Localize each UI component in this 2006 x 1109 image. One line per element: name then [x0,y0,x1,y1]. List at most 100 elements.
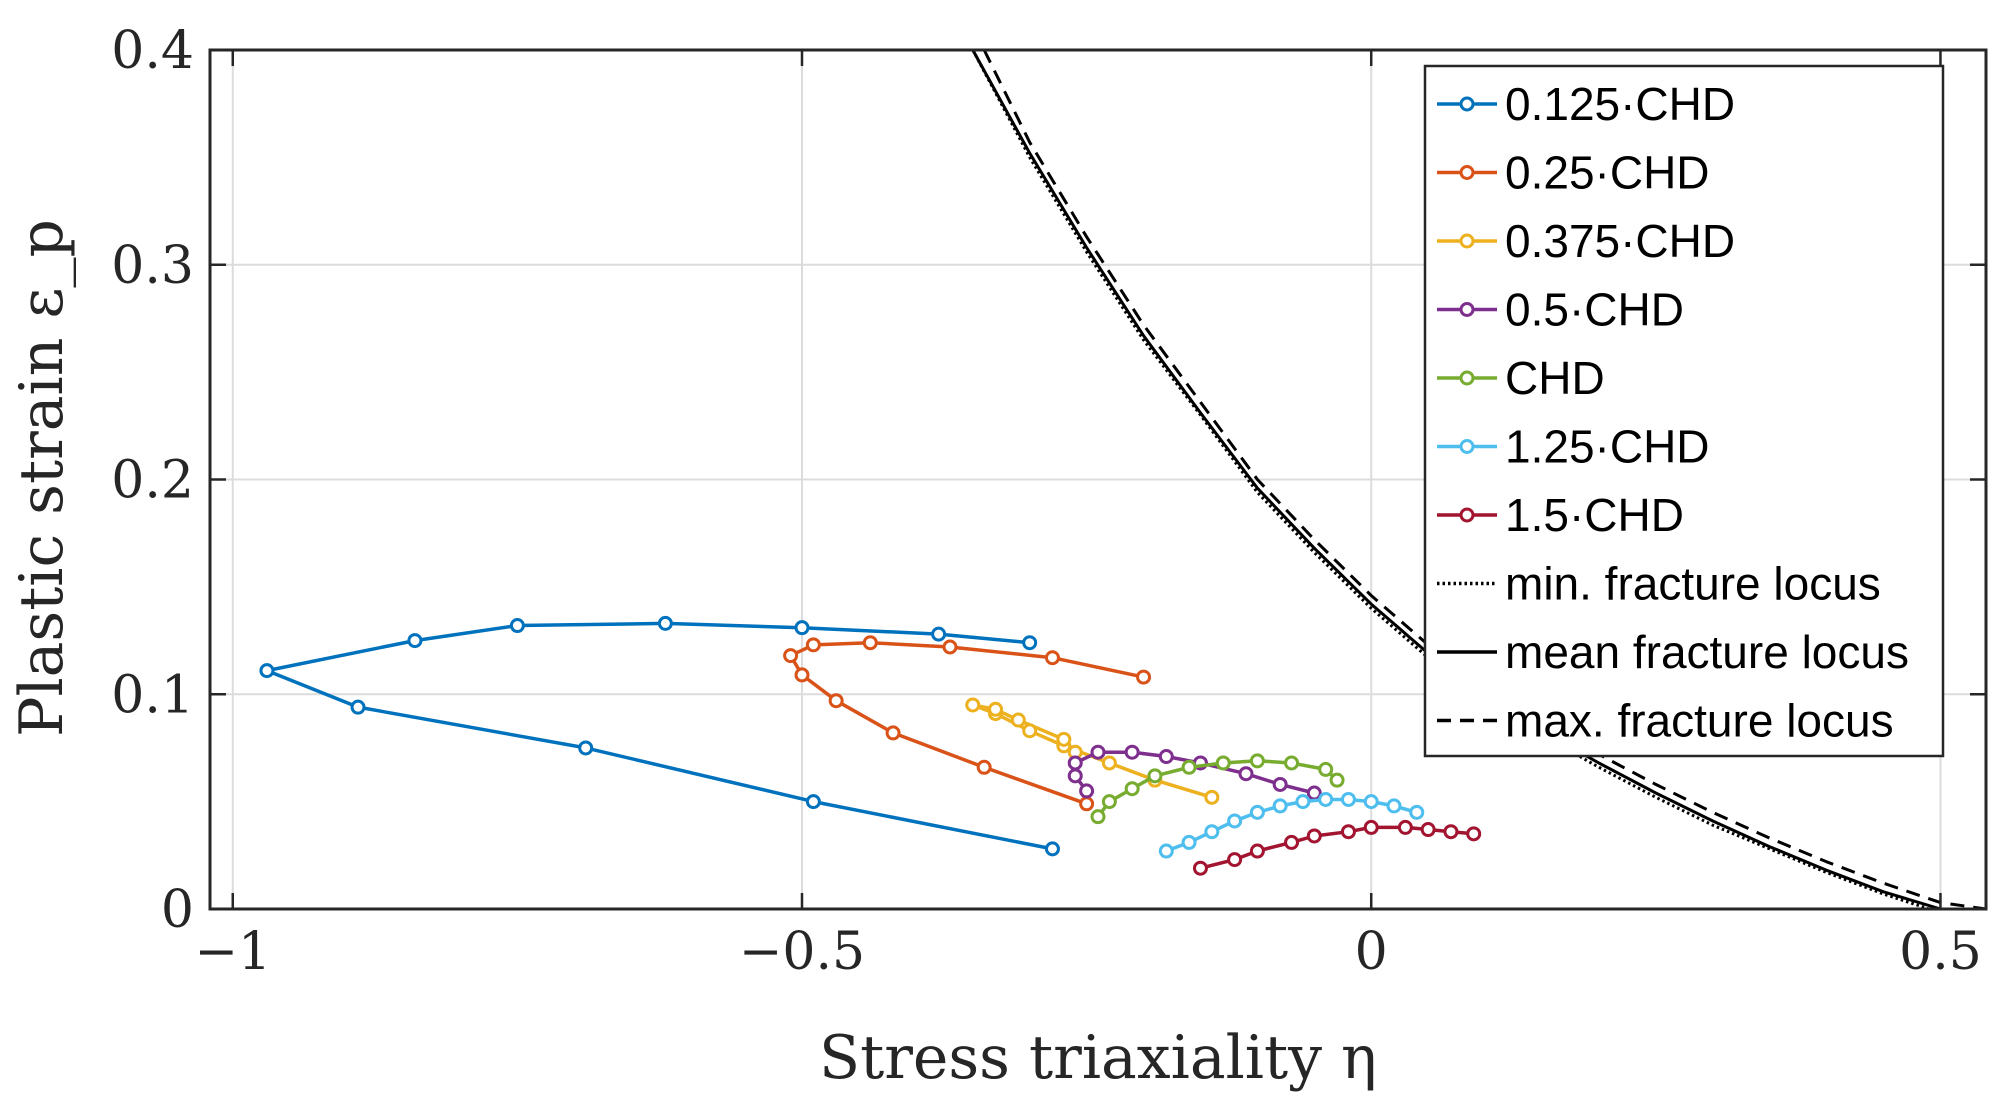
data-point [1090,809,1106,825]
data-point [1295,794,1311,810]
legend-label: 0.5·CHD [1505,284,1684,336]
y-tick-label: 0.4 [111,21,194,81]
legend-item: 0.125·CHD [1437,78,1735,130]
data-point [1272,776,1288,792]
x-tick-label: −0.5 [739,922,865,982]
series-5 [1158,791,1425,859]
legend-label: 0.25·CHD [1505,147,1710,199]
data-point [1079,796,1095,812]
data-point [1420,822,1436,838]
data-point [1340,791,1356,807]
x-tick-label: 0 [1355,922,1388,982]
legend-swatch-marker [1459,507,1475,523]
data-point [1204,789,1220,805]
data-point [1147,768,1163,784]
data-point [657,615,673,631]
data-point [1272,798,1288,814]
legend-label: min. fracture locus [1505,558,1881,610]
legend: 0.125·CHD 0.25·CHD 0.375·CHD 0.5·CHD CHD 1.25… [1423,64,1945,758]
data-point [1466,826,1482,842]
data-point [1318,761,1334,777]
x-tick-label: −1 [194,922,271,982]
legend-item: min. fracture locus [1437,558,1881,610]
legend-label: CHD [1505,352,1605,404]
data-point [1363,794,1379,810]
data-point [1022,635,1038,651]
legend-item: 1.5·CHD [1437,489,1684,541]
data-point [1090,744,1106,760]
data-point [1067,768,1083,784]
data-point [1443,824,1459,840]
data-point [1136,669,1152,685]
data-point [1227,813,1243,829]
data-point [1306,828,1322,844]
series-4 [1090,753,1345,825]
series-1 [783,635,1152,812]
legend-item: 0.375·CHD [1437,215,1735,267]
data-point [1204,824,1220,840]
data-point [1284,755,1300,771]
legend-label: 0.375·CHD [1505,215,1735,267]
data-point [794,620,810,636]
data-point [1056,731,1072,747]
data-point [828,693,844,709]
data-point [578,740,594,756]
series-3 [1067,744,1322,801]
data-point [1249,753,1265,769]
data-point [1158,749,1174,765]
data-point [988,701,1004,717]
legend-item: 0.25·CHD [1437,147,1710,199]
data-point [965,697,981,713]
data-point [1124,781,1140,797]
legend-swatch-marker [1459,96,1475,112]
plot-series [259,49,1987,911]
data-point [805,637,821,653]
data-point [1386,798,1402,814]
y-tick-label: 0 [161,880,194,940]
y-tick-label: 0.2 [111,451,194,511]
data-point [1079,783,1095,799]
data-point [1181,834,1197,850]
data-point [1329,772,1345,788]
data-point [1101,794,1117,810]
data-point [407,633,423,649]
data-point [1249,804,1265,820]
y-axis-label: Plastic strain ε_p [7,219,77,737]
legend-item: 0.5·CHD [1437,284,1684,336]
axis-ticks: −1 −0.5 0 0.5 0 0.1 0.2 0.3 0.4 [111,21,1986,982]
legend-item: 1.25·CHD [1437,421,1710,473]
legend-box [1423,64,1945,758]
series-line [1096,759,1339,818]
legend-swatch-marker [1459,439,1475,454]
data-point [1044,650,1060,666]
legend-swatch-marker [1459,370,1475,386]
data-point [1363,819,1379,835]
data-point [783,648,799,664]
legend-swatch-marker [1459,165,1475,180]
data-point [976,759,992,775]
data-point [1227,852,1243,868]
data-point [1181,759,1197,775]
series-0 [259,615,1060,857]
data-point [1010,712,1026,728]
data-point [1101,755,1117,771]
data-point [350,699,366,715]
legend-label: max. fracture locus [1505,695,1894,747]
y-tick-label: 0.3 [111,236,194,296]
data-point [1022,723,1038,739]
data-point [885,725,901,741]
data-point [1409,804,1425,820]
y-tick-label: 0.1 [111,665,194,725]
data-point [259,663,275,679]
data-point [1124,744,1140,760]
data-point [1044,841,1060,857]
data-point [805,794,821,810]
data-point [1238,766,1254,782]
x-tick-label: 0.5 [1899,922,1982,982]
data-point [1215,755,1231,771]
legend-label: 0.125·CHD [1505,78,1735,130]
legend-item: max. fracture locus [1437,695,1894,747]
data-point [509,618,525,634]
data-point [794,667,810,683]
legend-item: mean fracture locus [1437,626,1909,678]
